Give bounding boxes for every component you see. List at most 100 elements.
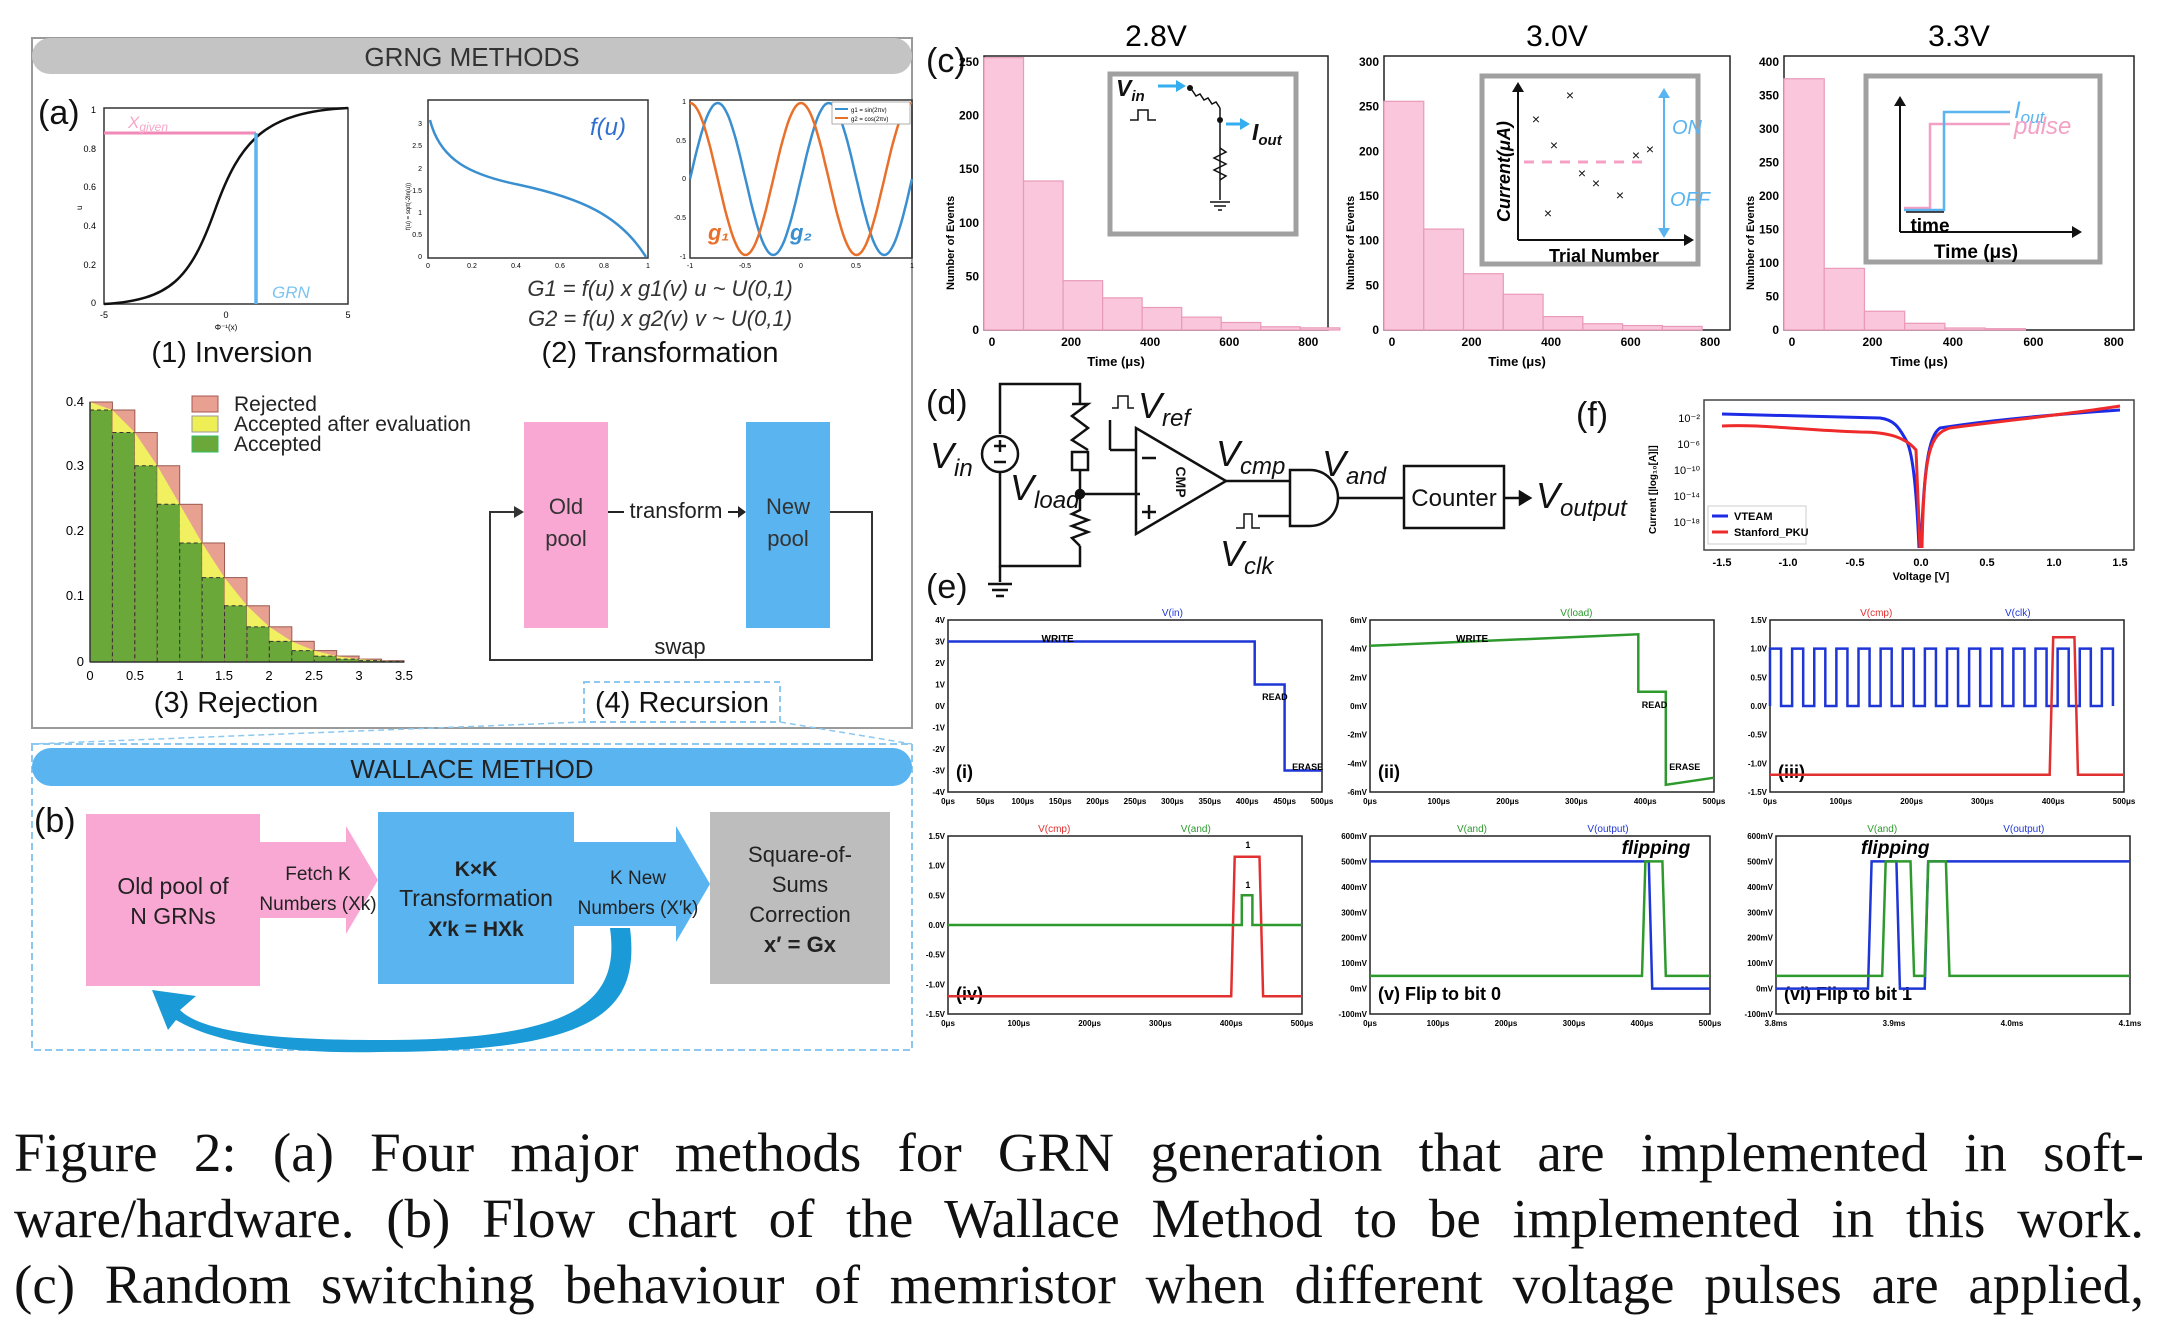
- y-tick: 0: [1772, 323, 1779, 337]
- svg-text:time: time: [1910, 216, 1949, 237]
- x-tick: 0μs: [1363, 797, 1377, 806]
- svg-text:0.8: 0.8: [599, 263, 609, 270]
- svg-text:0.3: 0.3: [66, 458, 84, 473]
- y-tick: -1V: [933, 724, 946, 733]
- svg-text:Transformation: Transformation: [399, 885, 553, 911]
- svg-text:Sums: Sums: [772, 872, 828, 897]
- svg-text:1: 1: [910, 263, 914, 270]
- y-tick: 150: [1759, 223, 1779, 237]
- x-tick: 200: [1061, 335, 1081, 349]
- x-tick: 350μs: [1198, 797, 1221, 806]
- y-tick: 300mV: [1341, 908, 1367, 917]
- x-tick: 4.0ms: [2001, 1019, 2024, 1028]
- svg-text:2.5: 2.5: [305, 668, 323, 683]
- caption-line: Figure 2: (a) Four major methods for GRN…: [14, 1122, 2144, 1183]
- caption-line: (c) Random switching behaviour of memris…: [14, 1254, 2144, 1315]
- waveform-trace: [948, 855, 1302, 998]
- x-tick: 200: [1462, 335, 1482, 349]
- histogram-bar: [1904, 322, 1946, 331]
- y-tick: 0mV: [1756, 985, 1774, 994]
- x-tick: 0μs: [941, 1019, 955, 1028]
- svg-text:0.4: 0.4: [511, 263, 521, 270]
- svg-text:0.4: 0.4: [66, 394, 84, 409]
- svg-text:1.0: 1.0: [2046, 557, 2061, 569]
- y-tick: 4V: [935, 616, 945, 625]
- svg-text:1.5: 1.5: [2112, 557, 2127, 569]
- fu-label: f(u): [590, 114, 626, 141]
- caption-line: ware/hardware. (b) Flow chart of the Wal…: [14, 1188, 2144, 1249]
- svg-text:3: 3: [418, 121, 422, 128]
- y-tick: 0mV: [1350, 702, 1368, 711]
- y-tick: 350: [1759, 89, 1779, 103]
- x-tick: 500μs: [1311, 797, 1334, 806]
- waveform-note: 1: [1245, 880, 1250, 890]
- waveform-title: V(and): [1181, 824, 1211, 835]
- x-tick: 0: [1389, 335, 1396, 349]
- y-tick: 50: [966, 269, 980, 283]
- waveform-note: WRITE: [1042, 634, 1075, 645]
- histogram-bar: [1220, 321, 1262, 331]
- histogram-bar: [1102, 297, 1143, 331]
- accepted-bar: [224, 605, 248, 663]
- accepted-bar: [89, 409, 113, 663]
- y-tick: -2V: [933, 745, 946, 754]
- panel-b: WALLACE METHOD (b) Old pool of N GRNs Fe…: [31, 743, 913, 1053]
- x-tick: 400: [1541, 335, 1561, 349]
- y-tick: 100: [1759, 256, 1779, 270]
- svg-text:ON: ON: [1672, 117, 1703, 139]
- x-tick: 100μs: [1011, 797, 1034, 806]
- svg-text:-1.0: -1.0: [1779, 557, 1798, 569]
- waveform-trace: [1370, 860, 1710, 978]
- svg-text:×: ×: [1632, 147, 1640, 163]
- waveform-trace: [1776, 860, 2130, 978]
- y-tick: 150: [959, 162, 979, 176]
- y-tick: 0.5V: [929, 891, 946, 900]
- accepted-bar: [134, 465, 158, 663]
- waveform-title: V(clk): [2005, 608, 2031, 619]
- recursion-caption: (4) Recursion: [595, 687, 769, 719]
- svg-text:0.8: 0.8: [83, 144, 96, 154]
- svg-text:×: ×: [1532, 111, 1540, 127]
- y-tick: 600mV: [1341, 832, 1367, 841]
- waveform-trace: [948, 894, 1302, 927]
- y-tick: 1.0V: [929, 862, 946, 871]
- svg-text:Numbers (Xk): Numbers (Xk): [259, 894, 376, 915]
- histogram-bar: [1462, 273, 1504, 331]
- waveform-id: (v) Flip to bit 0: [1378, 984, 1501, 1004]
- histogram-bar: [1502, 293, 1544, 331]
- y-tick: 1V: [935, 681, 945, 690]
- y-tick: 500mV: [1747, 857, 1773, 866]
- histogram-bar: [1181, 316, 1222, 331]
- svg-text:Old: Old: [549, 494, 583, 519]
- svg-text:Vin: Vin: [1116, 75, 1145, 105]
- svg-text:Voltage [V]: Voltage [V]: [1893, 571, 1950, 583]
- x-label: Time (μs): [1890, 354, 1948, 369]
- svg-text:-0.5: -0.5: [1846, 557, 1865, 569]
- svg-text:1: 1: [176, 668, 183, 683]
- svg-text:g1 = sin(2πv): g1 = sin(2πv): [851, 108, 887, 114]
- waveform-id: (vi) Flip to bit 1: [1784, 984, 1912, 1004]
- y-tick: 0.5V: [1751, 673, 1768, 682]
- y-tick: 200: [1759, 189, 1779, 203]
- x-tick: 400μs: [2042, 797, 2065, 806]
- waveform-note: READ: [1642, 700, 1668, 710]
- x-tick: 200: [1862, 335, 1882, 349]
- x-tick: 400μs: [1631, 1019, 1654, 1028]
- x-tick: 100μs: [1829, 797, 1852, 806]
- svg-text:Fetch K: Fetch K: [285, 864, 351, 885]
- svg-text:10⁻¹⁰: 10⁻¹⁰: [1674, 465, 1701, 477]
- svg-text:5: 5: [345, 310, 350, 320]
- waveform-title: V(cmp): [1038, 824, 1070, 835]
- histogram-bar: [1661, 325, 1703, 331]
- y-tick: 100mV: [1341, 959, 1367, 968]
- accepted-bar: [313, 655, 338, 663]
- svg-text:0: 0: [77, 654, 84, 669]
- x-tick: 300μs: [1563, 1019, 1586, 1028]
- y-tick: -100mV: [1339, 1010, 1368, 1019]
- svg-text:×: ×: [1592, 175, 1600, 191]
- accepted-bar: [246, 626, 270, 663]
- histogram-title: 3.0V: [1526, 20, 1588, 53]
- x-label: Time (μs): [1488, 354, 1546, 369]
- x-tick: 200μs: [1086, 797, 1109, 806]
- svg-text:N GRNs: N GRNs: [130, 903, 216, 929]
